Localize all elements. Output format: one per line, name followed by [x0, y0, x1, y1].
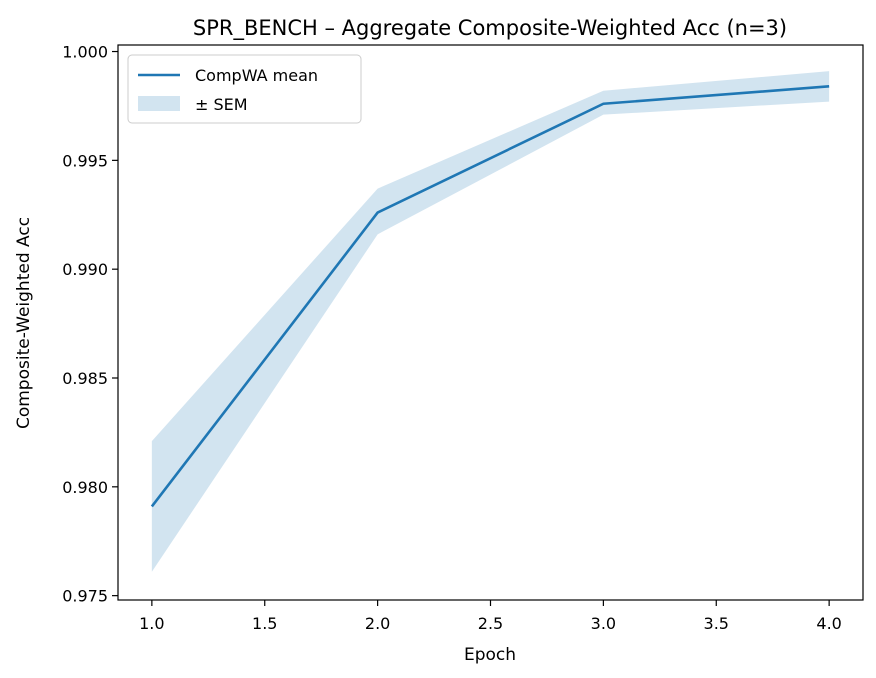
- legend-box: [127, 54, 362, 124]
- series-line-0: [150, 85, 830, 508]
- x-tick-label-2: 2.0: [365, 614, 390, 633]
- legend-band-swatch: [138, 96, 180, 111]
- legend-label-sem: ± SEM: [195, 95, 248, 114]
- legend: CompWA mean ± SEM: [127, 54, 362, 124]
- x-tick-label-6: 4.0: [816, 614, 841, 633]
- y-tick-label-5: 1.000: [62, 43, 108, 62]
- x-tick-label-0: 1.0: [139, 614, 164, 633]
- x-tick-label-5: 3.5: [704, 614, 729, 633]
- legend-label-mean: CompWA mean: [195, 66, 318, 85]
- x-axis-label: Epoch: [464, 645, 516, 665]
- axes-frame: [117, 44, 864, 601]
- y-tick-label-0: 0.975: [62, 587, 108, 606]
- y-tick-label-3: 0.990: [62, 260, 108, 279]
- y-tick-label-2: 0.985: [62, 369, 108, 388]
- y-tick-label-1: 0.980: [62, 478, 108, 497]
- y-tick-label-4: 0.995: [62, 151, 108, 170]
- chart-title: SPR_BENCH – Aggregate Composite-Weighted…: [193, 16, 787, 41]
- y-axis-label: Composite-Weighted Acc: [14, 217, 34, 429]
- plot-area: 1.0 1.5 2.0 2.5 3.0 3.5 4.0 0.975 0.980 0.985 0.99…: [62, 43, 864, 633]
- x-tick-label-1: 1.5: [252, 614, 277, 633]
- x-tick-label-3: 2.5: [478, 614, 503, 633]
- x-tick-label-4: 3.0: [591, 614, 616, 633]
- sem-band: [151, 71, 830, 572]
